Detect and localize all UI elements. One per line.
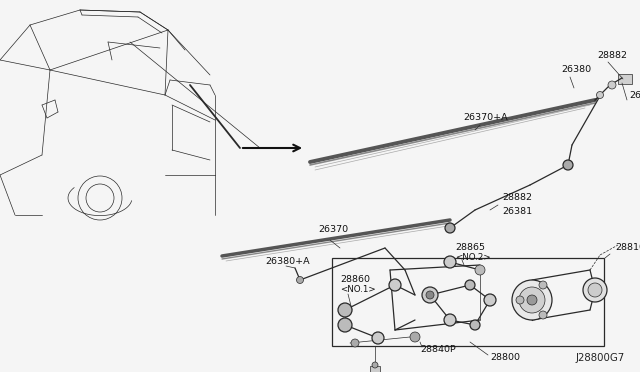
Circle shape [512,280,552,320]
Circle shape [608,81,616,89]
Circle shape [410,332,420,342]
Circle shape [444,314,456,326]
Text: 28882: 28882 [502,193,532,202]
Bar [618,74,632,84]
Text: 28840P: 28840P [420,346,456,355]
Text: 26370: 26370 [318,225,348,234]
Circle shape [470,320,480,330]
Bar [332,258,604,346]
Text: 26381: 26381 [629,92,640,100]
Text: 26370+A: 26370+A [463,113,508,122]
Text: 28810: 28810 [615,244,640,253]
Circle shape [583,278,607,302]
Circle shape [563,160,573,170]
Circle shape [372,362,378,368]
Circle shape [296,276,303,283]
Circle shape [422,287,438,303]
Circle shape [596,92,604,99]
Circle shape [588,283,602,297]
Bar [370,366,380,372]
Circle shape [484,294,496,306]
Circle shape [475,265,485,275]
Circle shape [516,296,524,304]
Circle shape [539,281,547,289]
Circle shape [351,339,359,347]
Circle shape [445,223,455,233]
Text: 26381: 26381 [502,208,532,217]
Circle shape [444,256,456,268]
Circle shape [338,303,352,317]
Circle shape [539,311,547,319]
Text: 28860: 28860 [340,276,370,285]
Text: 28865: 28865 [455,244,485,253]
Circle shape [338,318,352,332]
Text: <NO.1>: <NO.1> [340,285,376,295]
Circle shape [519,287,545,313]
Circle shape [389,279,401,291]
Text: 26380: 26380 [561,65,591,74]
Circle shape [426,291,434,299]
Text: 26380+A: 26380+A [265,257,310,266]
Circle shape [465,280,475,290]
Circle shape [527,295,537,305]
Circle shape [372,332,384,344]
Text: 28882: 28882 [597,51,627,60]
Text: <NO.2>: <NO.2> [455,253,491,263]
Text: J28800G7: J28800G7 [576,353,625,363]
Text: 28800: 28800 [490,353,520,362]
